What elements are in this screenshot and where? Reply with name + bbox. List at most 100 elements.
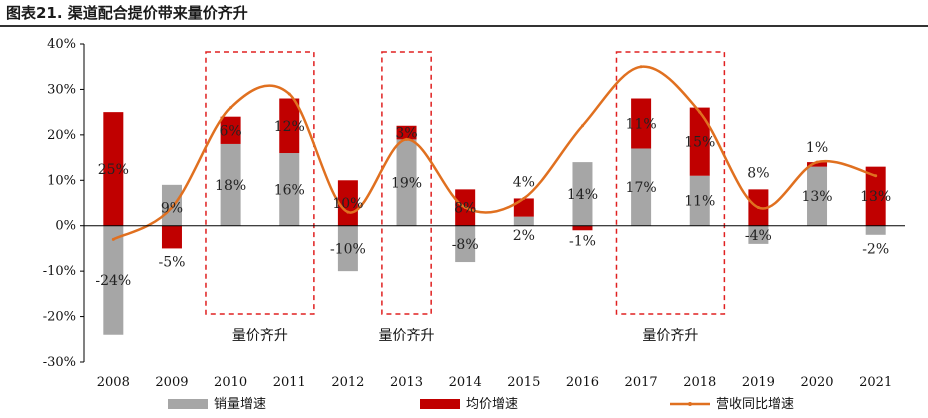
y-tick-label: 30%	[47, 82, 76, 97]
x-tick-label: 2018	[683, 375, 716, 390]
revenue-growth-point	[463, 206, 467, 210]
y-tick-label: -20%	[43, 310, 76, 325]
x-tick-label: 2019	[742, 375, 775, 390]
volume-growth-label: 19%	[391, 176, 422, 192]
revenue-growth-point	[580, 124, 584, 128]
x-tick-label: 2009	[155, 375, 188, 390]
revenue-growth-point	[639, 65, 643, 69]
price-growth-bar	[631, 98, 652, 149]
y-tick-label: -30%	[43, 355, 76, 370]
y-tick-label: -10%	[43, 264, 76, 279]
price-growth-label: 13%	[860, 189, 891, 205]
volume-growth-label: -4%	[745, 228, 772, 244]
title-rule	[0, 25, 928, 27]
revenue-growth-point	[346, 210, 350, 214]
price-growth-bar	[572, 225, 593, 231]
price-growth-label: 3%	[395, 126, 417, 142]
volume-growth-bar	[572, 162, 593, 226]
x-tick-label: 2016	[566, 375, 599, 390]
volume-growth-bar	[865, 225, 886, 235]
y-tick-label: 20%	[47, 128, 76, 143]
highlight-box-label: 量价齐升	[232, 328, 288, 344]
price-growth-bar	[513, 198, 534, 217]
legend-label-price: 均价增速	[466, 397, 518, 412]
price-growth-label: 12%	[274, 119, 305, 135]
volume-growth-label: 17%	[626, 180, 657, 196]
volume-growth-bar	[396, 139, 417, 226]
y-tick-label: 40%	[47, 37, 76, 52]
price-growth-bar	[337, 180, 358, 226]
volume-growth-label: -2%	[862, 241, 889, 257]
price-growth-bar	[161, 225, 182, 249]
revenue-growth-point	[815, 160, 819, 164]
volume-growth-label: 14%	[567, 187, 598, 203]
legend-label-volume: 销量增速	[214, 397, 266, 412]
x-tick-label: 2008	[97, 375, 130, 390]
revenue-growth-point	[287, 92, 291, 96]
volume-growth-bar	[455, 225, 476, 263]
highlight-box	[381, 51, 432, 315]
price-growth-label: 25%	[98, 162, 129, 178]
x-tick-label: 2021	[859, 375, 892, 390]
x-tick-label: 2010	[214, 375, 247, 390]
volume-growth-bar	[279, 153, 300, 226]
price-growth-label: 8%	[747, 165, 769, 181]
price-growth-bar	[807, 162, 828, 167]
volume-growth-bar	[220, 143, 241, 226]
volume-growth-bar	[513, 216, 534, 226]
price-growth-bar	[689, 107, 710, 176]
x-tick-label: 2020	[800, 375, 833, 390]
volume-growth-label: -8%	[452, 237, 479, 253]
volume-growth-bar	[631, 148, 652, 226]
volume-growth-bar	[103, 225, 124, 335]
price-growth-label: 4%	[513, 174, 535, 190]
price-growth-label: -1%	[569, 234, 596, 250]
highlight-box	[615, 51, 726, 315]
price-growth-bar	[396, 125, 417, 140]
volume-growth-label: 9%	[161, 201, 183, 217]
revenue-growth-point	[874, 174, 878, 178]
legend-swatch-price	[420, 399, 460, 409]
legend-swatch-volume	[168, 399, 208, 409]
x-tick-label: 2012	[331, 375, 364, 390]
volume-growth-label: 18%	[215, 178, 246, 194]
x-tick-label: 2013	[390, 375, 423, 390]
price-growth-label: 8%	[454, 201, 476, 217]
revenue-growth-point	[111, 237, 115, 241]
y-tick-label: 10%	[47, 173, 76, 188]
price-growth-label: 11%	[626, 117, 657, 133]
volume-growth-bar	[337, 225, 358, 272]
x-tick-label: 2014	[449, 375, 482, 390]
legend-swatch-revenue-dot	[688, 402, 692, 406]
y-tick-label: 0%	[55, 219, 76, 234]
price-growth-label: 6%	[219, 123, 241, 139]
revenue-growth-point	[698, 110, 702, 114]
volume-growth-bar	[161, 184, 182, 226]
price-growth-bar	[103, 112, 124, 226]
revenue-growth-point	[229, 106, 233, 110]
volume-growth-label: 11%	[684, 194, 715, 210]
price-growth-bar	[279, 98, 300, 154]
revenue-growth-point	[405, 137, 409, 141]
x-tick-label: 2017	[625, 375, 658, 390]
volume-growth-label: 16%	[274, 182, 305, 198]
highlight-box	[205, 51, 315, 315]
volume-growth-label: 2%	[513, 228, 535, 244]
highlight-box-label: 量价齐升	[642, 328, 698, 344]
revenue-growth-line	[112, 65, 877, 241]
price-growth-label: 15%	[684, 135, 715, 151]
revenue-growth-point	[756, 206, 760, 210]
revenue-growth-point	[170, 206, 174, 210]
x-tick-label: 2015	[507, 375, 540, 390]
price-growth-bar	[220, 116, 241, 144]
legend-label-revenue: 营收同比增速	[716, 397, 794, 412]
volume-growth-label: -24%	[95, 273, 131, 289]
volume-growth-bar	[807, 166, 828, 226]
price-growth-bar	[865, 166, 886, 226]
revenue-growth-point	[522, 196, 526, 200]
volume-growth-label: -10%	[330, 241, 366, 257]
volume-growth-bar	[748, 225, 769, 244]
volume-growth-bar	[689, 175, 710, 226]
price-growth-label: 1%	[806, 140, 828, 156]
